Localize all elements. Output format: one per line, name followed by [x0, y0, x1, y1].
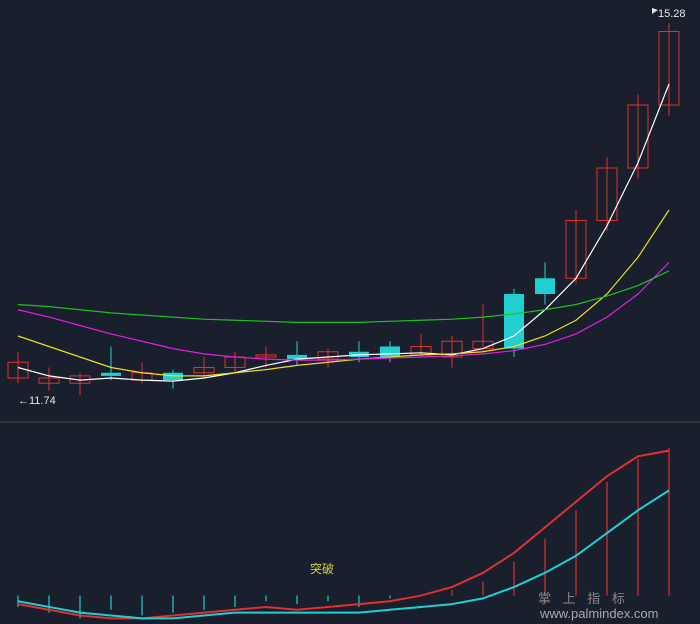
watermark-url: www.palmindex.com	[540, 606, 659, 621]
stock-chart: 15.28 ←11.74 突破 掌 上 指 标 www.palmindex.co…	[0, 0, 700, 624]
price-high-label: 15.28	[658, 8, 686, 20]
watermark-text: 掌 上 指 标	[538, 588, 629, 607]
price-low-label: ←11.74	[18, 395, 56, 407]
chart-canvas	[0, 0, 700, 624]
breakout-label: 突破	[310, 560, 334, 577]
